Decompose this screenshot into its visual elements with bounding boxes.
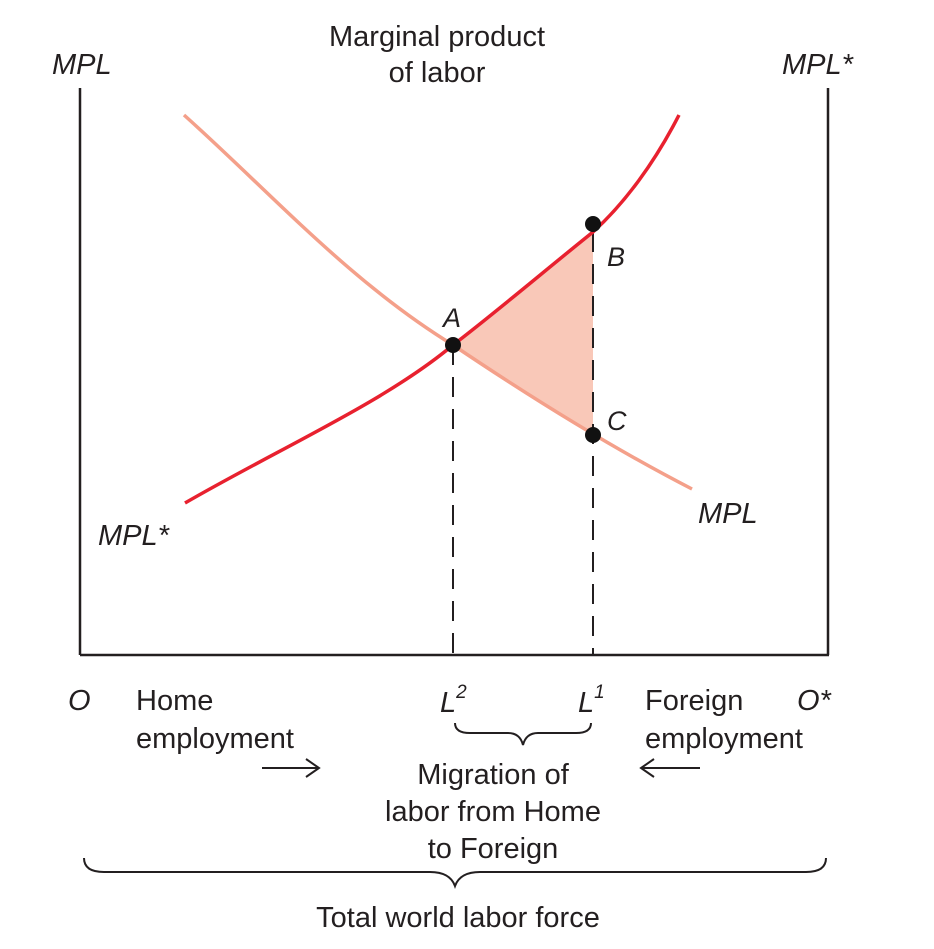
left-axis-label: MPL [52,49,112,81]
l1-label: L1 [578,682,605,719]
foreign-mpl-curve [184,114,681,505]
point-b-marker [585,216,601,232]
point-a-label: A [441,303,461,333]
world-output-gain-area [453,232,593,433]
home-curve-label: MPL [698,498,758,530]
right-arrow-icon [262,758,321,778]
title-line-1: Marginal product [329,21,545,53]
origin-home-label: O [68,685,91,717]
total-labor-label: Total world labor force [316,902,600,934]
home-employment-line-2: employment [136,723,294,755]
point-a-marker [445,337,461,353]
home-employment-line-1: Home [136,685,213,717]
foreign-employment-line-2: employment [645,723,803,755]
foreign-employment-line-1: Foreign [645,685,743,717]
title-line-2: of labor [389,57,486,89]
migration-brace [454,722,592,746]
point-c-marker [585,427,601,443]
right-axis-label: MPL* [782,49,855,81]
total-labor-brace [83,857,827,889]
point-b-label: B [607,242,625,272]
left-arrow-icon [639,758,700,778]
point-c-label: C [607,406,627,436]
origin-foreign-label: O* [797,685,833,717]
l2-label: L2 [440,682,467,719]
migration-line-3: to Foreign [428,833,559,865]
migration-line-1: Migration of [417,759,569,791]
foreign-curve-label: MPL* [98,520,171,552]
migration-line-2: labor from Home [385,796,601,828]
